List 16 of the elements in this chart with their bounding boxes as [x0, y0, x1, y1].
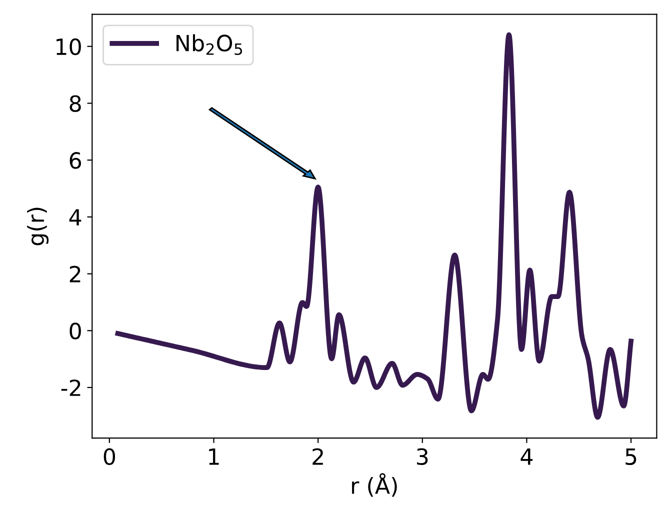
- x-tick-label: 5: [626, 448, 636, 466]
- y-tick-label: 0: [70, 322, 81, 340]
- x-tick-label: 3: [417, 448, 428, 466]
- y-tick-label: 10: [56, 38, 81, 56]
- legend-label: Nb$_{2}$O$_{5}$: [176, 34, 242, 56]
- x-tick-label: 4: [520, 448, 533, 465]
- y-tick-label: -2: [61, 379, 80, 396]
- x-tick-label: 2: [312, 448, 323, 465]
- y-tick-label: 2: [70, 266, 80, 282]
- y-tick-label: 8: [70, 95, 81, 112]
- y-axis-title: g(r): [27, 208, 49, 246]
- x-tick-label: 0: [104, 448, 116, 466]
- x-axis-title: r (Å): [352, 473, 397, 497]
- y-tick-label: 4: [69, 209, 82, 226]
- x-tick-label: 1: [209, 448, 219, 465]
- y-tick-label: 6: [70, 152, 81, 169]
